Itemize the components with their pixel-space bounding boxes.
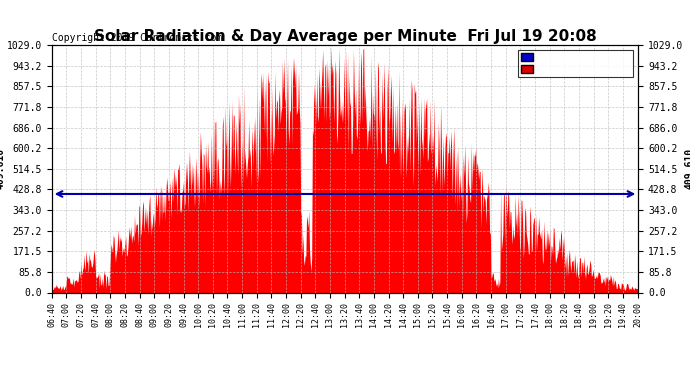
Title: Solar Radiation & Day Average per Minute  Fri Jul 19 20:08: Solar Radiation & Day Average per Minute… [94, 29, 596, 44]
Legend: Median (w/m2), Radiation (w/m2): Median (w/m2), Radiation (w/m2) [518, 50, 633, 77]
Y-axis label: 409.610: 409.610 [0, 148, 6, 189]
Text: Copyright 2019 Cartronics.com: Copyright 2019 Cartronics.com [52, 33, 222, 42]
Y-axis label: 409.610: 409.610 [684, 148, 690, 189]
